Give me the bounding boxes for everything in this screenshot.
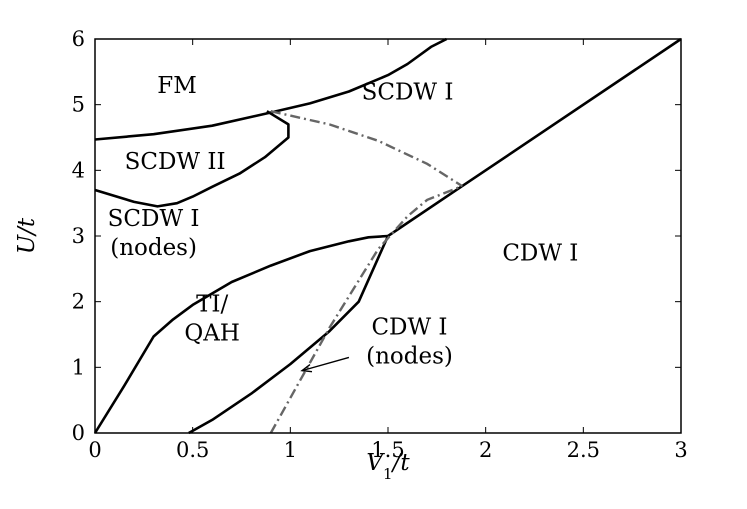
plot-frame bbox=[94, 38, 682, 434]
x-tick-label: 2.5 bbox=[567, 438, 600, 462]
annotation-arrow-head bbox=[300, 363, 313, 373]
cdw-nodes-boundary bbox=[269, 184, 463, 434]
y-tick-label: 6 bbox=[72, 27, 85, 51]
scdw-ii-boundary bbox=[94, 110, 290, 208]
y-tick-label: 5 bbox=[72, 93, 85, 117]
x-tick-label: 0.5 bbox=[176, 438, 209, 462]
boundary-lines bbox=[93, 37, 682, 435]
region-label: SCDW I (nodes) bbox=[108, 206, 200, 261]
y-tick-label: 2 bbox=[72, 290, 85, 314]
axis-ticks: 0 0.5 1 1.5 2 2.5 3 0 1 2 3 4 5 6 bbox=[72, 27, 688, 462]
region-label: SCDW II bbox=[125, 149, 226, 175]
y-tick-label: 4 bbox=[72, 158, 85, 182]
region-labels: FM SCDW I SCDW II SCDW I (nodes) CDW I TI/QAH C… bbox=[108, 73, 579, 370]
x-tick-label: 1.5 bbox=[371, 438, 404, 462]
scdw-nodes-boundary bbox=[270, 110, 463, 188]
region-label: TI/QAH bbox=[184, 292, 240, 347]
region-label: CDW I (nodes) bbox=[366, 315, 453, 370]
ti-qah-lower-boundary bbox=[188, 235, 390, 435]
fm-boundary bbox=[94, 37, 448, 141]
x-axis-label: V1/t bbox=[366, 450, 410, 483]
region-label: FM bbox=[157, 73, 197, 99]
ti-qah-upper-boundary bbox=[93, 234, 389, 434]
y-tick-label: 1 bbox=[72, 355, 85, 379]
y-axis-label: U/t bbox=[14, 217, 40, 254]
x-tick-label: 1 bbox=[284, 438, 297, 462]
x-tick-label: 2 bbox=[479, 438, 492, 462]
annotation-arrow-shaft bbox=[301, 356, 350, 372]
x-tick-label: 0 bbox=[88, 438, 101, 462]
y-tick-label: 3 bbox=[72, 224, 85, 248]
region-label: CDW I bbox=[502, 240, 578, 266]
x-tick-label: 3 bbox=[674, 438, 687, 462]
y-tick-label: 0 bbox=[72, 421, 85, 445]
region-label: SCDW I bbox=[362, 80, 454, 106]
cdw-diagonal-boundary bbox=[387, 37, 682, 238]
